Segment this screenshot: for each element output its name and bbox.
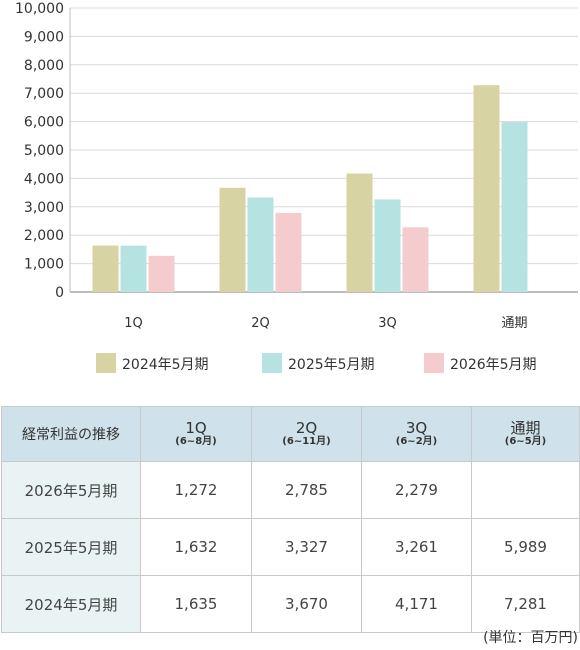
bar <box>247 197 274 292</box>
legend-label: 2026年5月期 <box>450 357 537 373</box>
bar <box>473 85 500 292</box>
header-full-year: 通期 (6~5月) <box>471 406 580 462</box>
header-period: (6~11月) <box>282 436 331 447</box>
bar <box>402 227 429 292</box>
row-label: 2025年5月期 <box>1 518 141 576</box>
table-corner-header: 経常利益の推移 <box>1 406 141 462</box>
table-row: 2026年5月期 1,272 2,785 2,279 <box>1 461 580 519</box>
table-cell: 1,632 <box>140 518 252 576</box>
table-cell: 7,281 <box>471 575 580 633</box>
y-tick-label: 1,000 <box>24 257 64 273</box>
legend-swatch <box>262 353 282 373</box>
bar <box>374 199 401 292</box>
bar <box>275 212 302 292</box>
table-cell: 4,171 <box>361 575 472 633</box>
bar <box>219 187 246 292</box>
header-period: (6~8月) <box>175 436 217 447</box>
table-cell: 1,272 <box>140 461 252 519</box>
bar <box>92 245 119 292</box>
legend: 2024年5月期 2025年5月期 2026年5月期 <box>96 353 537 373</box>
legend-label: 2025年5月期 <box>288 357 375 373</box>
legend-swatch <box>96 353 116 373</box>
unit-note: (単位：百万円) <box>483 630 578 646</box>
x-tick-label: 1Q <box>124 316 143 331</box>
y-tick-label: 10,000 <box>15 1 64 17</box>
x-tick-label: 通期 <box>501 316 527 331</box>
header-quarter: 通期 <box>510 419 541 437</box>
x-tick-label: 2Q <box>251 316 270 331</box>
table-cell: 3,261 <box>361 518 472 576</box>
y-tick-label: 7,000 <box>24 86 64 102</box>
y-tick-label: 9,000 <box>24 29 64 45</box>
header-3q: 3Q (6~2月) <box>361 406 472 462</box>
bars <box>92 85 528 292</box>
header-period: (6~5月) <box>504 436 547 447</box>
row-label: 2024年5月期 <box>1 575 141 633</box>
y-axis-ticks: 0 1,000 2,000 3,000 4,000 5,000 6,000 7,000 8,00… <box>15 1 64 301</box>
y-tick-label: 2,000 <box>24 228 64 244</box>
header-period: (6~2月) <box>395 436 438 447</box>
table-cell <box>471 461 580 519</box>
row-label: 2026年5月期 <box>1 461 141 519</box>
y-tick-label: 8,000 <box>24 58 64 74</box>
header-quarter: 1Q <box>185 419 207 437</box>
y-tick-label: 4,000 <box>24 171 64 187</box>
header-quarter: 3Q <box>405 419 428 437</box>
bar <box>501 121 528 292</box>
table-cell: 2,785 <box>251 461 362 519</box>
x-axis-ticks: 1Q 2Q 3Q 通期 <box>124 316 527 331</box>
table-row: 2025年5月期 1,632 3,327 3,261 5,989 <box>1 518 580 576</box>
bar <box>346 173 373 292</box>
legend-label: 2024年5月期 <box>122 357 209 373</box>
table-cell: 2,279 <box>361 461 472 519</box>
table-cell: 3,670 <box>251 575 362 633</box>
header-quarter: 2Q <box>295 419 318 437</box>
table-cell: 3,327 <box>251 518 362 576</box>
y-tick-label: 6,000 <box>24 115 64 131</box>
y-tick-label: 0 <box>55 285 64 301</box>
table-row: 2024年5月期 1,635 3,670 4,171 7,281 <box>1 575 580 633</box>
bar <box>120 245 147 292</box>
legend-swatch <box>424 353 444 373</box>
y-tick-label: 3,000 <box>24 200 64 216</box>
header-2q: 2Q (6~11月) <box>251 406 362 462</box>
ordinary-profit-table: 経常利益の推移 1Q (6~8月) 2Q (6~11月) 3Q (6~2月) 通… <box>1 406 580 633</box>
x-tick-label: 3Q <box>378 316 397 331</box>
bar <box>148 255 175 292</box>
header-1q: 1Q (6~8月) <box>140 406 252 462</box>
table-header-row: 経常利益の推移 1Q (6~8月) 2Q (6~11月) 3Q (6~2月) 通… <box>1 406 580 462</box>
bar-chart: 0 1,000 2,000 3,000 4,000 5,000 6,000 7,000 8,00… <box>15 1 578 373</box>
y-tick-label: 5,000 <box>24 143 64 159</box>
table-cell: 1,635 <box>140 575 252 633</box>
table-cell: 5,989 <box>471 518 580 576</box>
